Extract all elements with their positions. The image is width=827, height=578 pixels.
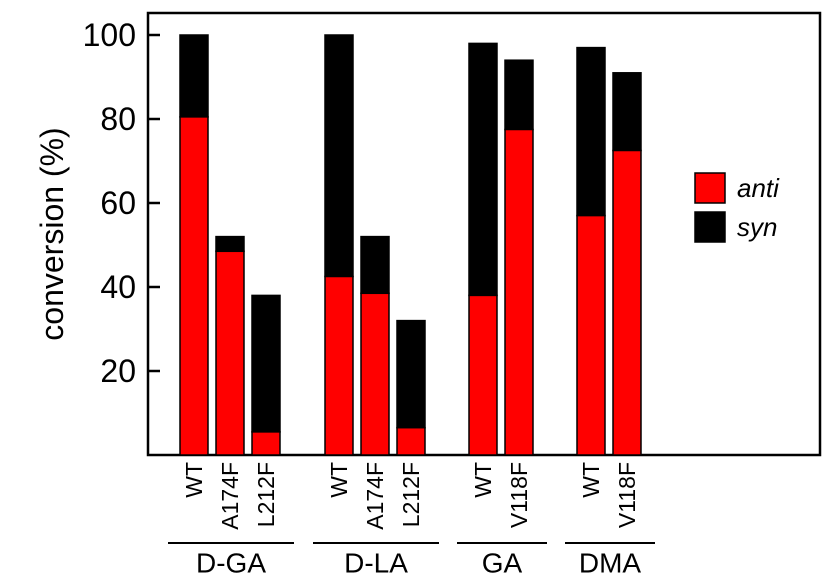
x-tick-label: WT — [470, 462, 496, 498]
legend: anti syn — [694, 172, 780, 243]
group-label: D-GA — [196, 548, 266, 578]
group-label: GA — [482, 548, 523, 578]
x-tick-label: WT — [181, 462, 207, 498]
bar-syn-ga-v118f — [504, 59, 534, 131]
y-axis-label: conversion (%) — [34, 127, 70, 340]
x-tick-label: WT — [578, 462, 604, 498]
group-labels: D-GA D-LA GA DMA — [168, 542, 655, 578]
bar-anti-dma-wt — [576, 214, 606, 456]
group-label: DMA — [579, 548, 642, 578]
legend-label-anti: anti — [737, 173, 780, 203]
x-tick-label: WT — [326, 462, 352, 498]
x-tick-label: A174F — [217, 462, 243, 530]
x-tick-label: L212F — [253, 462, 279, 527]
x-tick-label: V118F — [614, 462, 640, 528]
bar-anti-d-la-a174f — [360, 292, 390, 456]
bar-anti-d-la-wt — [324, 275, 354, 456]
bar-syn-d-ga-a174f — [215, 235, 245, 253]
bar-syn-ga-wt — [468, 42, 498, 297]
y-tick-label: 60 — [100, 185, 136, 221]
bar-syn-dma-v118f — [612, 72, 642, 152]
bar-anti-d-ga-a174f — [215, 250, 245, 456]
y-axis-ticks: 20 40 60 80 100 — [83, 17, 160, 389]
bar-anti-ga-v118f — [504, 128, 534, 456]
bar-anti-d-la-l212f — [396, 426, 426, 456]
x-tick-label: A174F — [362, 462, 388, 530]
bar-syn-dma-wt — [576, 46, 606, 217]
bar-anti-ga-wt — [468, 294, 498, 456]
bars — [179, 34, 642, 456]
legend-swatch-syn — [694, 211, 726, 243]
bar-syn-d-ga-l212f — [251, 294, 281, 433]
bar-anti-d-ga-l212f — [251, 431, 281, 456]
y-tick-label: 100 — [83, 17, 136, 53]
legend-label-syn: syn — [737, 212, 777, 242]
bar-anti-d-ga-wt — [179, 116, 209, 456]
legend-swatch-anti — [694, 172, 726, 204]
x-tick-labels: WT A174F L212F WT A174F L212F WT V118F WT V118F — [181, 462, 640, 530]
y-tick-label: 80 — [100, 101, 136, 137]
x-tick-label: L212F — [398, 462, 424, 527]
y-tick-label: 20 — [100, 353, 136, 389]
x-tick-label: V118F — [506, 462, 532, 528]
bar-syn-d-ga-wt — [179, 34, 209, 118]
bar-syn-d-la-wt — [324, 34, 354, 278]
bar-syn-d-la-a174f — [360, 235, 390, 295]
bar-anti-dma-v118f — [612, 149, 642, 456]
bar-syn-d-la-l212f — [396, 319, 426, 429]
group-label: D-LA — [344, 548, 408, 578]
y-tick-label: 40 — [100, 269, 136, 305]
